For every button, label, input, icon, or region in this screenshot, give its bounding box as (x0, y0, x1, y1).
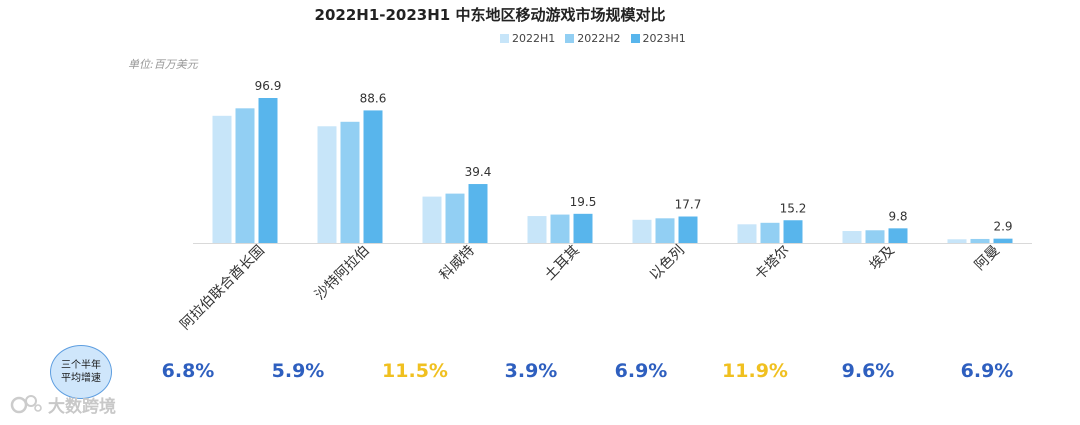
growth-rate-3: 3.9% (504, 360, 558, 382)
x-tick-label-0: 阿拉伯联合酋长国 (177, 242, 268, 333)
bar-2022h1-5 (737, 224, 757, 243)
legend-item-2023h1: 2023H1 (630, 32, 686, 45)
bar-2022h2-1 (340, 121, 360, 243)
growth-rate-6: 9.6% (841, 360, 895, 382)
bar-2023h1-2 (468, 184, 488, 243)
bar-2023h1-6 (888, 228, 908, 243)
bar-2022h2-5 (760, 222, 780, 243)
x-tick-label-7: 阿曼 (972, 243, 1003, 274)
cagr-label-line2: 平均增速 (61, 373, 101, 384)
bar-2022h1-3 (527, 216, 547, 243)
bar-2022h2-2 (445, 193, 465, 243)
bar-2022h2-0 (235, 108, 255, 244)
x-tick-label-5: 卡塔尔 (752, 243, 793, 284)
chart-title: 2022H1-2023H1 中东地区移动游戏市场规模对比 (314, 6, 666, 24)
legend: 2022H1 2022H2 2023H1 (500, 32, 686, 45)
bar-2022h2-7 (970, 238, 990, 243)
bar-2022h2-4 (655, 218, 675, 243)
watermark: 大数跨境 (10, 392, 116, 417)
growth-rate-7: 6.9% (960, 360, 1014, 382)
legend-label-2022h2: 2022H2 (577, 32, 621, 45)
x-tick-label-6: 埃及 (867, 243, 898, 274)
cagr-label-line1: 三个半年 (61, 360, 101, 371)
legend-label-2022h1: 2022H1 (512, 32, 556, 45)
bar-2022h1-2 (422, 196, 442, 243)
unit-label: 单位:百万美元 (128, 58, 198, 71)
bubble-logo-icon (10, 394, 42, 413)
data-label-7: 2.9 (993, 220, 1012, 234)
legend-item-2022h1: 2022H1 (500, 32, 555, 45)
data-label-4: 17.7 (675, 198, 702, 212)
bar-2023h1-7 (993, 238, 1013, 243)
data-label-3: 19.5 (570, 195, 597, 209)
bar-2023h1-1 (363, 110, 383, 244)
x-tick-label-1: 沙特阿拉伯 (312, 243, 373, 304)
legend-swatch-2023h1 (630, 34, 640, 43)
growth-rate-5: 11.9% (722, 360, 788, 382)
legend-label-2023h1: 2023H1 (642, 32, 686, 45)
bar-chart: 96.9 阿拉伯联合酋长国 88.6 沙特阿拉伯 39.4 科威特 19.5 土耳其 17.7 以… (177, 79, 1032, 333)
growth-rate-0: 6.8% (161, 360, 215, 382)
x-tick-label-4: 以色列 (646, 242, 688, 284)
growth-rate-2: 11.5% (382, 360, 448, 382)
bar-2022h2-3 (550, 214, 570, 243)
bar-2023h1-0 (258, 98, 278, 243)
growth-rate-1: 5.9% (271, 360, 325, 382)
bar-2022h1-4 (632, 219, 652, 243)
watermark-text: 大数跨境 (48, 397, 116, 417)
legend-item-2022h2: 2022H2 (565, 32, 621, 45)
bar-2023h1-4 (678, 216, 698, 243)
cagr-badge: 三个半年 平均增速 (50, 345, 112, 399)
growth-rate-4: 6.9% (614, 360, 668, 382)
bar-2022h1-6 (842, 231, 862, 243)
legend-swatch-2022h2 (565, 34, 575, 43)
legend-swatch-2022h1 (500, 34, 509, 43)
x-tick-label-2: 科威特 (437, 243, 478, 284)
bar-2022h1-1 (317, 126, 337, 243)
data-label-5: 15.2 (780, 201, 807, 215)
bar-2022h1-0 (212, 115, 232, 243)
bar-2023h1-3 (573, 213, 593, 243)
x-tick-label-3: 土耳其 (542, 243, 583, 284)
bar-2023h1-5 (783, 220, 803, 243)
data-label-6: 9.8 (888, 209, 907, 223)
bar-2022h2-6 (865, 230, 885, 243)
data-label-0: 96.9 (255, 79, 282, 93)
data-label-2: 39.4 (465, 165, 492, 179)
data-label-1: 88.6 (360, 91, 387, 105)
bar-2022h1-7 (947, 239, 967, 243)
